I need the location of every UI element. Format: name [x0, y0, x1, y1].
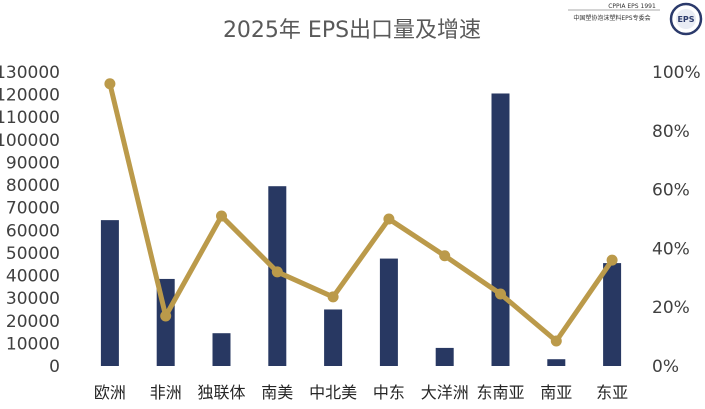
left-tick-label: 50000: [6, 244, 60, 264]
category-label: 东南亚: [476, 383, 524, 402]
category-label: 独联体: [197, 383, 245, 402]
line-point: [439, 250, 451, 262]
bar: [491, 93, 510, 366]
right-tick-label: 80%: [652, 122, 690, 142]
line-point: [216, 210, 227, 222]
line-point: [550, 335, 562, 347]
line-point: [271, 266, 283, 278]
category-label: 欧洲: [94, 383, 126, 402]
logo-badge-core: [676, 9, 696, 29]
category-label: 中北美: [309, 383, 357, 402]
left-tick-label: 90000: [6, 153, 60, 173]
left-tick-label: 130000: [0, 63, 60, 83]
category-label: 中东: [373, 383, 405, 402]
right-axis-ticks: 0% 20% 40% 60% 80% 100%: [652, 63, 701, 377]
line-point: [495, 288, 506, 300]
line-point: [606, 254, 618, 266]
left-tick-label: 10000: [6, 334, 60, 354]
line-point: [327, 291, 339, 303]
category-label: 东亚: [596, 383, 628, 402]
bar: [379, 258, 398, 366]
right-tick-label: 0%: [652, 357, 679, 377]
left-tick-label: 40000: [6, 267, 60, 287]
bar: [603, 263, 622, 366]
left-tick-label: 80000: [6, 176, 60, 196]
left-tick-label: 120000: [0, 86, 60, 106]
line-point: [383, 213, 395, 225]
left-tick-label: 30000: [6, 289, 60, 309]
bar: [435, 347, 454, 366]
bar-series: [100, 93, 622, 366]
right-tick-label: 60%: [652, 181, 690, 201]
right-tick-label: 100%: [652, 63, 701, 83]
left-tick-label: 100000: [0, 131, 60, 151]
category-label: 南美: [261, 383, 293, 402]
chart-title: 2025年 EPS出口量及增速: [223, 18, 481, 43]
logo: CPPIA EPS 1991 中国塑协泡沫塑料EPS专委会 EPS: [568, 2, 703, 36]
category-labels: 欧洲 非洲 独联体 南美 中北美 中东 大洋洲 东南亚 南亚 东亚: [94, 383, 628, 402]
left-tick-label: 0: [49, 357, 60, 377]
bar: [212, 333, 231, 366]
bar: [547, 359, 566, 366]
category-label: 非洲: [150, 383, 182, 402]
growth-line: [107, 83, 615, 344]
bar: [100, 220, 119, 366]
left-tick-label: 20000: [6, 312, 60, 332]
logo-line1: CPPIA EPS 1991: [608, 3, 656, 10]
right-tick-label: 40%: [652, 239, 690, 259]
logo-badge-text: EPS: [677, 15, 694, 24]
line-point: [160, 310, 172, 322]
left-tick-label: 60000: [6, 221, 60, 241]
bar: [324, 309, 343, 366]
left-tick-label: 70000: [6, 199, 60, 219]
left-tick-label: 110000: [0, 108, 60, 128]
category-label: 大洋洲: [421, 383, 469, 402]
line-point: [104, 78, 116, 90]
line-series: [104, 78, 618, 347]
right-tick-label: 20%: [652, 298, 690, 318]
logo-line2: 中国塑协泡沫塑料EPS专委会: [573, 14, 650, 22]
category-label: 南亚: [540, 383, 572, 402]
